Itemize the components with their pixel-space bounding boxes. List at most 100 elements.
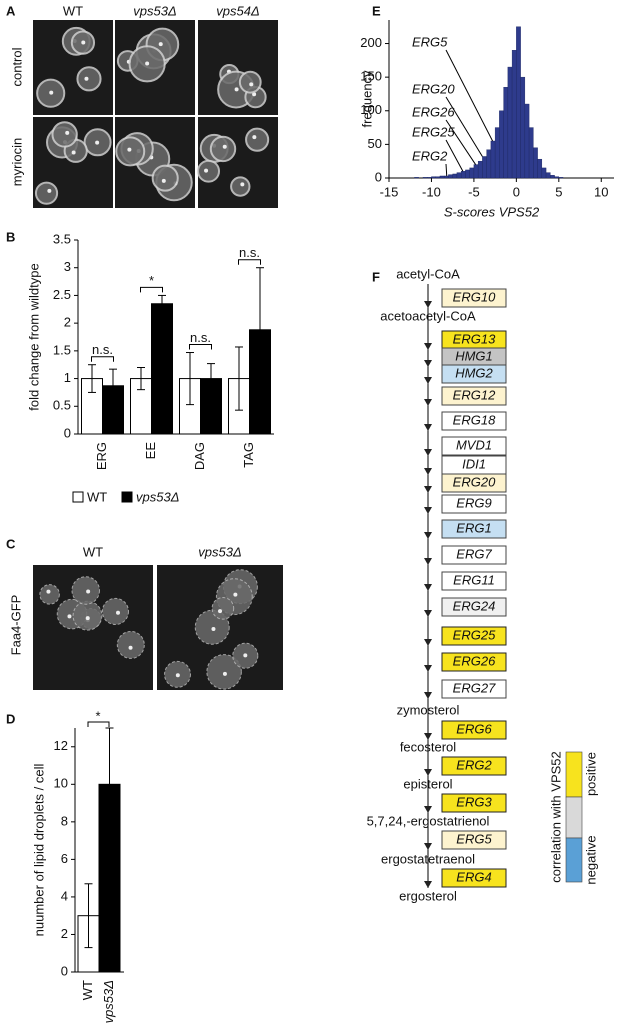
enzyme-label: ERG10: [453, 289, 496, 304]
arrowhead: [424, 639, 432, 646]
x-tick-label: DAG: [192, 442, 207, 470]
enzyme-box: [441, 868, 507, 888]
column-label: vps53Δ: [133, 3, 176, 18]
cell: [76, 66, 102, 92]
histogram-bar: [460, 171, 466, 179]
enzyme-box: [441, 679, 507, 699]
y-tick-label: 1.5: [53, 342, 71, 357]
metabolite: 5,7,24,-ergostatrienol: [367, 813, 490, 828]
significance-label: *: [95, 708, 100, 723]
enzyme-box: [441, 756, 507, 776]
histogram-bar: [524, 103, 530, 179]
metabolite: episterol: [403, 776, 452, 791]
arrowhead: [424, 399, 432, 406]
x-tick-label: vps53Δ: [101, 980, 116, 1023]
spot: [252, 135, 257, 140]
cell: [197, 159, 221, 183]
arrowhead: [424, 881, 432, 888]
cell: [206, 654, 242, 690]
spot: [175, 673, 180, 678]
y-tick-label: 2.5: [53, 287, 71, 302]
legend-color: [565, 751, 583, 798]
arrowhead: [424, 558, 432, 565]
histogram-bar: [473, 164, 479, 179]
spot: [204, 168, 209, 173]
spot: [128, 645, 133, 650]
spot: [116, 610, 121, 615]
y-tick-label: 200: [360, 35, 382, 50]
enzyme-box: [441, 830, 507, 850]
panel-label: F: [372, 269, 380, 284]
x-tick-label: ERG: [94, 442, 109, 470]
significance-label: n.s.: [92, 342, 113, 357]
legend-color: [565, 796, 583, 839]
cell: [101, 597, 129, 626]
legend-label: WT: [87, 489, 107, 504]
histogram-bar: [443, 175, 449, 179]
enzyme-label: ERG11: [453, 572, 495, 587]
histogram-bar: [414, 177, 419, 179]
histogram-bar: [490, 140, 496, 179]
cell: [72, 600, 103, 631]
annotation-line: [445, 49, 494, 142]
enzyme-box: [441, 545, 507, 565]
x-tick-label: WT: [80, 980, 95, 1000]
spot: [240, 182, 245, 187]
spot: [46, 589, 51, 594]
histogram-bar: [494, 127, 500, 179]
histogram-bar: [465, 169, 470, 179]
spot: [85, 616, 90, 621]
y-tick-label: 3.5: [53, 231, 71, 246]
histogram-bar: [537, 158, 543, 179]
column-label: vps53Δ: [198, 544, 241, 559]
enzyme-label: ERG2: [456, 757, 492, 772]
arrowhead: [424, 610, 432, 617]
spot: [252, 92, 257, 97]
x-tick-label: -15: [380, 184, 399, 199]
spot: [222, 671, 227, 676]
histogram-bar: [550, 175, 555, 179]
arrowhead: [424, 692, 432, 699]
spot: [211, 627, 216, 632]
enzyme-label: ERG7: [456, 546, 492, 561]
x-tick-label: 10: [594, 184, 608, 199]
histogram-bar: [439, 175, 445, 179]
histogram-bar: [516, 26, 521, 179]
enzyme-box: [441, 436, 507, 456]
y-axis-label: fold change from wildtype: [26, 263, 41, 410]
y-tick-label: 4: [61, 888, 68, 903]
significance-bracket: [91, 356, 114, 362]
histogram-bar: [422, 177, 428, 179]
cell: [116, 630, 145, 659]
bar: [151, 303, 173, 435]
histogram-bar: [486, 149, 492, 179]
enzyme-box: [441, 473, 507, 493]
enzyme-box: [441, 652, 507, 672]
enzyme-label: ERG4: [456, 869, 491, 884]
y-tick-label: 1: [64, 370, 71, 385]
arrowhead: [424, 424, 432, 431]
histogram-bar: [431, 176, 436, 179]
y-tick-label: 50: [368, 136, 382, 151]
spot: [81, 40, 86, 45]
y-tick-label: 10: [54, 776, 68, 791]
metabolite: acetyl-CoA: [396, 266, 460, 281]
arrowhead: [424, 769, 432, 776]
significance-bracket: [140, 286, 163, 293]
annotation-label: ERG5: [412, 34, 448, 49]
legend-title: correlation with VPS52: [548, 751, 563, 883]
spot: [243, 653, 248, 658]
histogram-bar: [541, 167, 547, 179]
spot: [218, 609, 223, 614]
y-tick-label: 6: [61, 851, 68, 866]
enzyme-box: [441, 519, 507, 539]
annotation-label: ERG25: [412, 124, 455, 139]
cell: [151, 164, 179, 192]
enzyme-label: IDI1: [462, 456, 486, 471]
enzyme-box: [441, 720, 507, 740]
cell: [39, 584, 60, 605]
y-tick-label: 0.5: [53, 398, 71, 413]
legend-positive: positive: [583, 752, 598, 796]
metabolite: acetoacetyl-CoA: [380, 308, 476, 323]
